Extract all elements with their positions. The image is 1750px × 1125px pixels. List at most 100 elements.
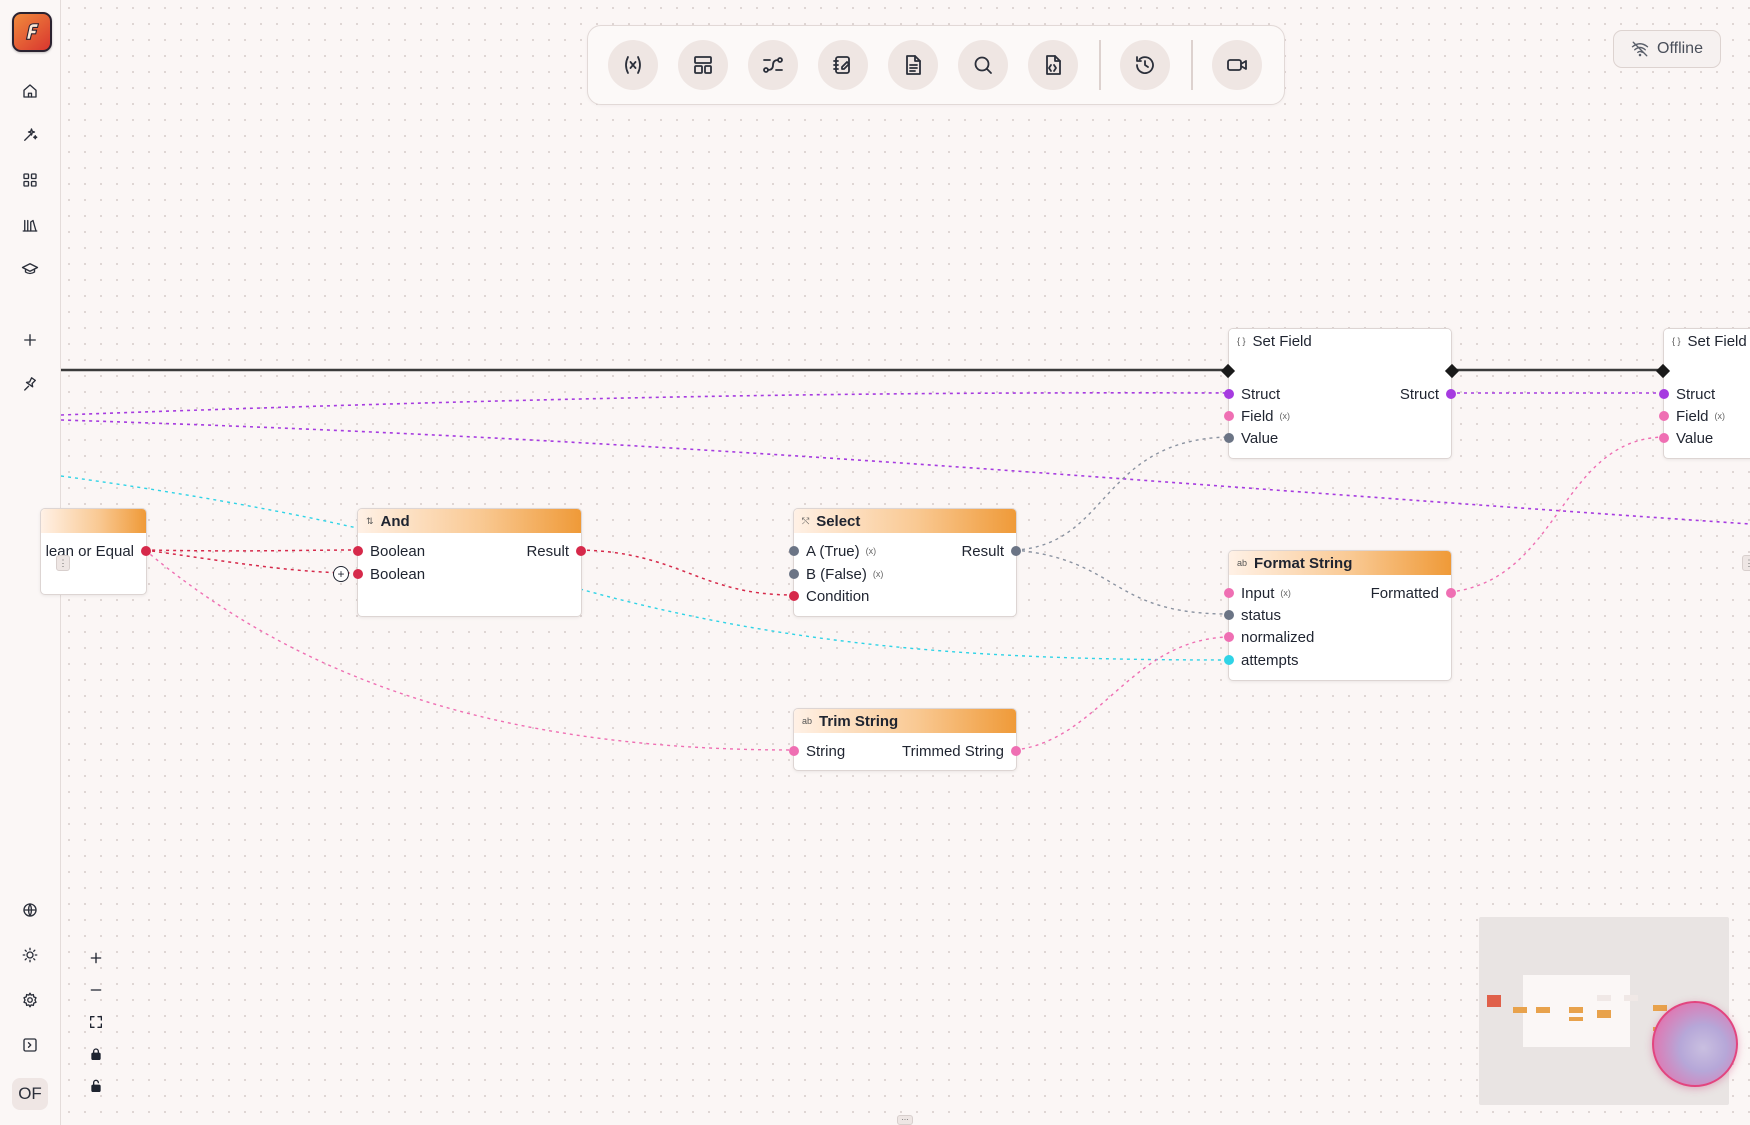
string-pin-dot[interactable] <box>1659 411 1669 421</box>
node-and[interactable]: ⇅ And Boolean Boolean Result <box>353 508 586 617</box>
bottom-resize-handle[interactable]: ⋯ <box>897 1115 913 1125</box>
lock-icon[interactable] <box>79 1038 113 1070</box>
string-pin-dot[interactable] <box>1224 411 1234 421</box>
sparkles-icon[interactable] <box>16 121 44 149</box>
pin-out-result[interactable]: Result <box>961 541 1021 561</box>
pin-in-value[interactable]: Value <box>1224 428 1278 448</box>
assistant-orb[interactable] <box>1652 1001 1738 1087</box>
pin-in-field[interactable]: Field (x) <box>1659 406 1726 426</box>
pin-in-boolean-2[interactable]: Boolean <box>353 564 425 584</box>
pin-icon[interactable] <box>16 370 44 398</box>
pin-in-input[interactable]: Input (x) <box>1224 583 1291 603</box>
node-title: Select <box>816 512 861 530</box>
logic-icon: ⇅ <box>366 515 374 526</box>
collapse-handle[interactable]: ⋮ <box>56 555 70 571</box>
wifi-off-icon <box>1631 41 1649 57</box>
string-pin-dot[interactable] <box>1224 588 1234 598</box>
grid-icon[interactable] <box>16 166 44 194</box>
variable-marker-icon: (x) <box>1279 411 1291 421</box>
bool-pin-dot[interactable] <box>353 546 363 556</box>
struct-pin-dot[interactable] <box>1659 389 1669 399</box>
history-icon[interactable] <box>1120 40 1170 90</box>
library-icon[interactable] <box>16 211 44 239</box>
node-format-string[interactable]: ab Format String Input (x) status normal… <box>1224 550 1456 681</box>
minimap-node <box>1597 1010 1611 1018</box>
node-title: And <box>380 512 410 530</box>
node-trim-string[interactable]: ab Trim String String Trimmed String <box>789 708 1021 771</box>
pin-in-normalized[interactable]: normalized <box>1224 627 1314 647</box>
bool-pin-dot[interactable] <box>353 569 363 579</box>
string-pin-dot[interactable] <box>1446 588 1456 598</box>
user-avatar[interactable]: OF <box>12 1078 48 1110</box>
pin-out-formatted[interactable]: Formatted <box>1371 583 1456 603</box>
generic-pin-dot[interactable] <box>1224 610 1234 620</box>
offline-status-badge[interactable]: Offline <box>1613 30 1721 68</box>
pin-in-struct[interactable]: Struct <box>1224 384 1280 404</box>
terminal-icon[interactable] <box>16 1031 44 1059</box>
notebook-icon[interactable] <box>818 40 868 90</box>
globe-icon[interactable] <box>16 896 44 924</box>
generic-edge <box>1014 549 1229 615</box>
node-select[interactable]: ⤲ Select A (True) (x) B (False) (x) Cond… <box>789 508 1021 617</box>
node-comparison-partial[interactable]: lean or Equal <box>40 508 151 595</box>
pin-in-condition[interactable]: Condition <box>789 586 869 606</box>
struct-pin-dot[interactable] <box>1446 389 1456 399</box>
pin-out-trimmed[interactable]: Trimmed String <box>902 741 1021 761</box>
variable-marker-icon: (x) <box>1714 411 1726 421</box>
zoom-controls <box>79 942 113 1102</box>
string-pin-dot[interactable] <box>1659 433 1669 443</box>
minimap[interactable] <box>1479 917 1729 1105</box>
pin-in-status[interactable]: status <box>1224 605 1281 625</box>
string-pin-dot[interactable] <box>1011 746 1021 756</box>
app-logo[interactable] <box>12 12 52 52</box>
string-pin-dot[interactable] <box>789 746 799 756</box>
string-edge <box>1449 436 1664 593</box>
bool-pin-dot[interactable] <box>789 591 799 601</box>
pin-in-b-false[interactable]: B (False) (x) <box>789 564 883 584</box>
zoom-in-icon[interactable] <box>79 942 113 974</box>
pin-in-value[interactable]: Value <box>1659 428 1713 448</box>
struct-pin-dot[interactable] <box>1224 389 1234 399</box>
node-set-field-2[interactable]: { } Set Field Struct Field (x) Value <box>1655 328 1750 459</box>
variable-marker-icon: (x) <box>1280 588 1291 598</box>
bool-pin-dot[interactable] <box>141 546 151 556</box>
unlock-icon[interactable] <box>79 1070 113 1102</box>
sun-icon[interactable] <box>16 941 44 969</box>
graduation-cap-icon[interactable] <box>16 255 44 283</box>
search-icon[interactable] <box>958 40 1008 90</box>
int-pin-dot[interactable] <box>1224 655 1234 665</box>
pin-in-struct[interactable]: Struct <box>1659 384 1715 404</box>
pin-in-boolean-1[interactable]: Boolean <box>353 541 425 561</box>
zoom-out-icon[interactable] <box>79 974 113 1006</box>
fit-view-icon[interactable] <box>79 1006 113 1038</box>
pin-in-attempts[interactable]: attempts <box>1224 650 1299 670</box>
generic-pin-dot[interactable] <box>789 569 799 579</box>
bool-pin-dot[interactable] <box>576 546 586 556</box>
pin-out-struct[interactable]: Struct <box>1400 384 1456 404</box>
variable-icon[interactable] <box>608 40 658 90</box>
pin-in-field[interactable]: Field (x) <box>1224 406 1291 426</box>
document-icon[interactable] <box>888 40 938 90</box>
video-icon[interactable] <box>1212 40 1262 90</box>
code-file-icon[interactable] <box>1028 40 1078 90</box>
int-edge <box>60 475 358 529</box>
string-pin-dot[interactable] <box>1224 632 1234 642</box>
main-toolbar <box>587 25 1285 105</box>
pin-out-result[interactable]: Result <box>526 541 586 561</box>
bool-edge <box>144 549 358 552</box>
connections-icon[interactable] <box>748 40 798 90</box>
home-icon[interactable] <box>16 77 44 105</box>
generic-pin-dot[interactable] <box>1011 546 1021 556</box>
generic-pin-dot[interactable] <box>1224 433 1234 443</box>
node-set-field[interactable]: { } Set Field Struct Field (x) Value Str… <box>1220 328 1460 459</box>
pin-in-string[interactable]: String <box>789 741 845 761</box>
plus-icon[interactable] <box>16 326 44 354</box>
bool-edge <box>144 549 358 574</box>
add-pin-icon[interactable]: + <box>333 566 349 582</box>
layout-icon[interactable] <box>678 40 728 90</box>
pin-in-a-true[interactable]: A (True) (x) <box>789 541 876 561</box>
gear-icon[interactable] <box>16 986 44 1014</box>
collapse-handle[interactable]: ⋮ <box>1742 555 1750 571</box>
string-edge <box>1014 636 1229 751</box>
generic-pin-dot[interactable] <box>789 546 799 556</box>
